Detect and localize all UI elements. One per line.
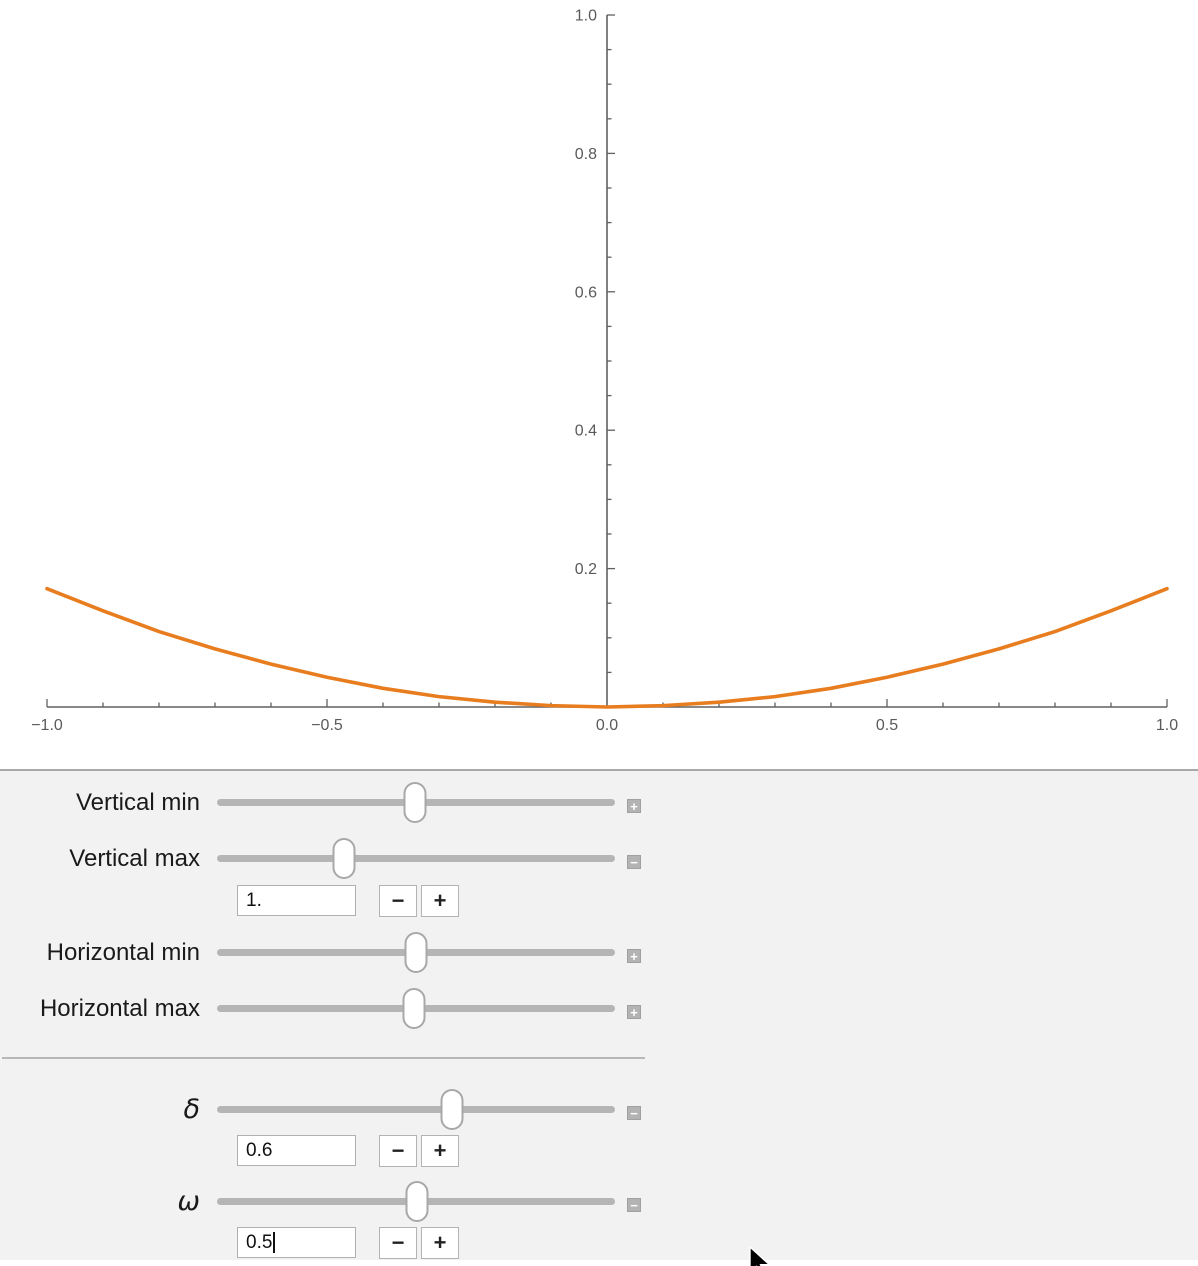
horizontal-max-slider[interactable] <box>217 988 615 1030</box>
omega-value-input[interactable] <box>237 1227 356 1258</box>
control-row-delta: δ − <box>0 1089 660 1131</box>
omega-increment-button[interactable]: + <box>421 1227 459 1259</box>
slider-thumb[interactable] <box>404 932 428 973</box>
delta-decrement-button[interactable]: − <box>379 1135 417 1167</box>
text-caret <box>273 1232 275 1253</box>
vertical-max-collapse-button[interactable]: − <box>627 855 641 869</box>
omega-decrement-button[interactable]: − <box>379 1227 417 1259</box>
vertical-max-decrement-button[interactable]: − <box>379 885 417 917</box>
svg-text:0.4: 0.4 <box>575 423 597 440</box>
plot-canvas: −1.0 −0.5 0.0 0.5 1.0 0.2 0.4 0.6 0.8 1.0 <box>31 7 1179 734</box>
slider-thumb[interactable] <box>402 988 426 1029</box>
delta-input-group: − + <box>0 1135 660 1168</box>
svg-text:−1.0: −1.0 <box>31 717 63 734</box>
slider-thumb[interactable] <box>440 1089 464 1130</box>
vertical-max-input-group: − + <box>0 885 660 918</box>
vertical-max-increment-button[interactable]: + <box>421 885 459 917</box>
slider-label-delta: δ <box>183 1094 200 1125</box>
control-row-horizontal-max: Horizontal max + <box>0 988 660 1030</box>
vertical-max-value-input[interactable] <box>237 885 356 916</box>
section-divider <box>2 1057 645 1059</box>
slider-label-vertical-min: Vertical min <box>75 789 200 816</box>
control-row-vertical-max: Vertical max − <box>0 838 660 880</box>
svg-text:1.0: 1.0 <box>575 8 597 25</box>
slider-label-horizontal-min: Horizontal min <box>46 939 200 966</box>
delta-increment-button[interactable]: + <box>421 1135 459 1167</box>
slider-thumb[interactable] <box>332 838 356 879</box>
slider-label-vertical-max: Vertical max <box>69 845 200 872</box>
controls-panel: Vertical min + Vertical max − − + Horizo… <box>0 769 1198 1260</box>
slider-thumb[interactable] <box>403 782 427 823</box>
delta-value-input[interactable] <box>237 1135 356 1166</box>
vertical-max-slider[interactable] <box>217 838 615 880</box>
svg-text:0.0: 0.0 <box>596 717 618 734</box>
control-row-horizontal-min: Horizontal min + <box>0 932 660 974</box>
svg-text:0.8: 0.8 <box>575 146 597 163</box>
delta-slider[interactable] <box>217 1089 615 1131</box>
horizontal-max-expand-button[interactable]: + <box>627 1005 641 1019</box>
slider-track[interactable] <box>217 1106 615 1113</box>
svg-text:1.0: 1.0 <box>1156 717 1178 734</box>
horizontal-min-slider[interactable] <box>217 932 615 974</box>
omega-collapse-button[interactable]: − <box>627 1198 641 1212</box>
control-row-vertical-min: Vertical min + <box>0 782 660 824</box>
svg-text:0.5: 0.5 <box>876 717 898 734</box>
horizontal-min-expand-button[interactable]: + <box>627 949 641 963</box>
svg-text:0.6: 0.6 <box>575 284 597 301</box>
svg-text:−0.5: −0.5 <box>311 717 343 734</box>
vertical-min-expand-button[interactable]: + <box>627 799 641 813</box>
delta-collapse-button[interactable]: − <box>627 1106 641 1120</box>
omega-slider[interactable] <box>217 1181 615 1223</box>
omega-input-group: − + <box>0 1227 660 1260</box>
slider-label-horizontal-max: Horizontal max <box>39 995 200 1022</box>
slider-label-omega: ω <box>177 1186 200 1217</box>
vertical-min-slider[interactable] <box>217 782 615 824</box>
mouse-cursor <box>749 1246 772 1266</box>
control-row-omega: ω − <box>0 1181 660 1223</box>
slider-track[interactable] <box>217 855 615 862</box>
slider-thumb[interactable] <box>405 1181 429 1222</box>
svg-text:0.2: 0.2 <box>575 561 597 578</box>
